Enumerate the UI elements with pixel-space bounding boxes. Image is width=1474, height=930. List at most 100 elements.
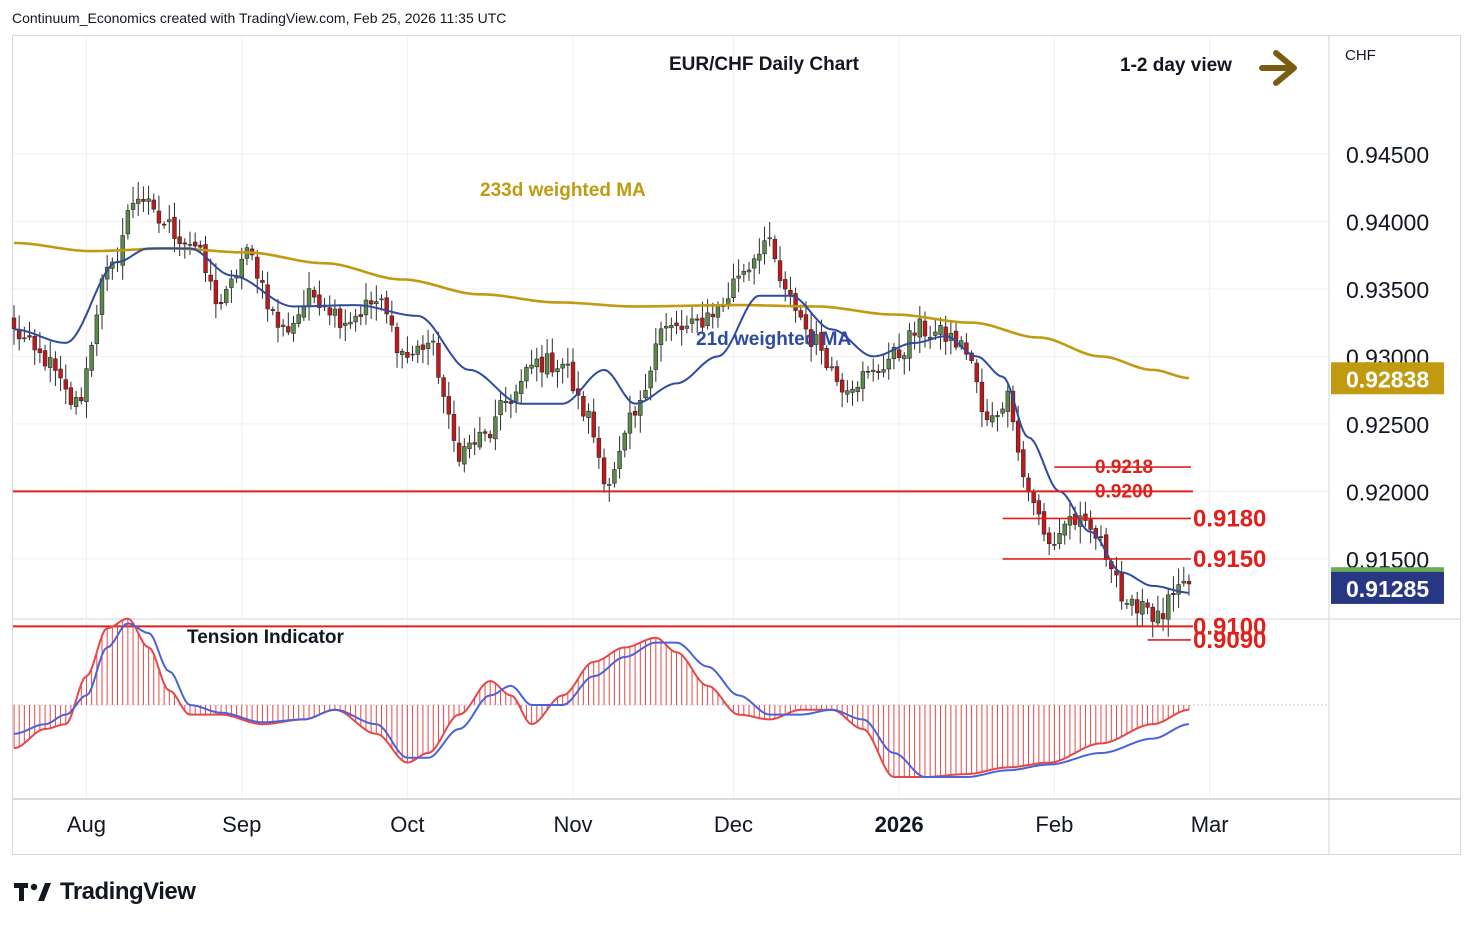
candle-body-down [943, 326, 948, 342]
candle-body-up [1124, 603, 1130, 605]
candle [772, 235, 778, 263]
candle-body-up [229, 278, 234, 288]
candle-body-down [834, 366, 840, 382]
candle-body-down [596, 437, 602, 458]
candle-body-up [332, 308, 338, 316]
candle-body-up [425, 342, 431, 349]
candle-body-up [555, 368, 560, 372]
candle-body-down [570, 361, 576, 392]
candle [63, 364, 68, 405]
candle-body-down [1119, 572, 1124, 602]
candle-body-down [42, 350, 48, 367]
tradingview-brand[interactable]: TradingView [14, 878, 196, 906]
candle-body-up [1155, 610, 1161, 624]
candle-body-down [405, 352, 410, 358]
candle [674, 310, 679, 335]
candle [172, 202, 177, 253]
candle-body-down [394, 327, 400, 354]
candle-body-down [1083, 513, 1088, 521]
candle [317, 280, 322, 316]
candle-body-down [819, 332, 824, 351]
candle-body-up [995, 415, 1000, 418]
candle [803, 301, 809, 344]
candle-body-down [420, 344, 426, 350]
candle [239, 247, 244, 290]
candle [167, 205, 172, 234]
price-tag-prev [1331, 571, 1444, 604]
candle-body-down [632, 410, 638, 416]
candle [555, 359, 560, 388]
candle-body-down [674, 322, 679, 326]
candle [270, 306, 275, 316]
candle-body-up [529, 364, 534, 369]
candle-body-down [358, 314, 363, 317]
candle [974, 359, 979, 394]
candle [824, 345, 829, 371]
candle [1140, 588, 1145, 626]
price-tag-ma233-label: 0.92838 [1346, 366, 1429, 392]
candle-body-up [503, 400, 508, 404]
candle [22, 326, 27, 343]
candle-body-up [622, 432, 627, 451]
candle [213, 263, 219, 319]
candle [746, 261, 752, 281]
candle-body-up [612, 469, 617, 484]
candle [669, 317, 674, 341]
candle-body-up [498, 400, 503, 416]
candle-body-down [777, 260, 783, 281]
price-tick-label: 0.92500 [1346, 412, 1429, 438]
candle [73, 390, 79, 415]
candle-body-up [94, 314, 100, 345]
candle-body-up [933, 331, 938, 336]
price-tick-label: 0.93500 [1346, 277, 1429, 303]
candle [1057, 517, 1062, 550]
candle [1047, 527, 1052, 556]
candle [260, 270, 265, 299]
candle [1021, 441, 1026, 488]
candle-body-down [487, 433, 493, 439]
candle [663, 313, 669, 342]
candle [446, 381, 451, 429]
level-label: 0.9100 [1193, 613, 1266, 640]
candle [710, 302, 715, 329]
candle [632, 406, 638, 428]
candle-body-down [1114, 570, 1119, 576]
candle [529, 349, 534, 375]
candle [410, 345, 415, 362]
candle-body-down [679, 325, 684, 330]
candle [275, 299, 281, 343]
candle [477, 417, 483, 450]
candle-body-up [22, 337, 27, 340]
candle [995, 410, 1000, 432]
candle-body-down [161, 223, 167, 226]
candle [762, 226, 767, 265]
candle [89, 341, 94, 377]
candle-body-up [860, 371, 866, 389]
candle-body-up [291, 322, 296, 334]
candle-body-down [436, 342, 441, 378]
candle-body-down [808, 329, 814, 347]
candle-body-down [27, 335, 32, 338]
candle-body-up [84, 368, 89, 403]
candle [208, 258, 213, 291]
candle [1026, 473, 1031, 502]
candle-body-down [783, 279, 788, 290]
level-label: 0.9200 [1095, 481, 1153, 502]
candle-body-down [63, 379, 68, 390]
candle [312, 286, 317, 304]
candle-body-down [255, 256, 260, 279]
candle [291, 315, 296, 342]
candle-body-up [431, 340, 436, 343]
candle [979, 368, 985, 428]
candle [161, 221, 167, 229]
candle-body-up [715, 305, 721, 318]
candle [865, 365, 871, 379]
candle [467, 434, 472, 459]
candle-body-up [891, 346, 897, 360]
candle-body-up [374, 301, 379, 305]
candle [627, 395, 633, 450]
candle [1134, 591, 1140, 627]
candle-body-down [198, 244, 203, 248]
candle-body-down [384, 297, 389, 315]
